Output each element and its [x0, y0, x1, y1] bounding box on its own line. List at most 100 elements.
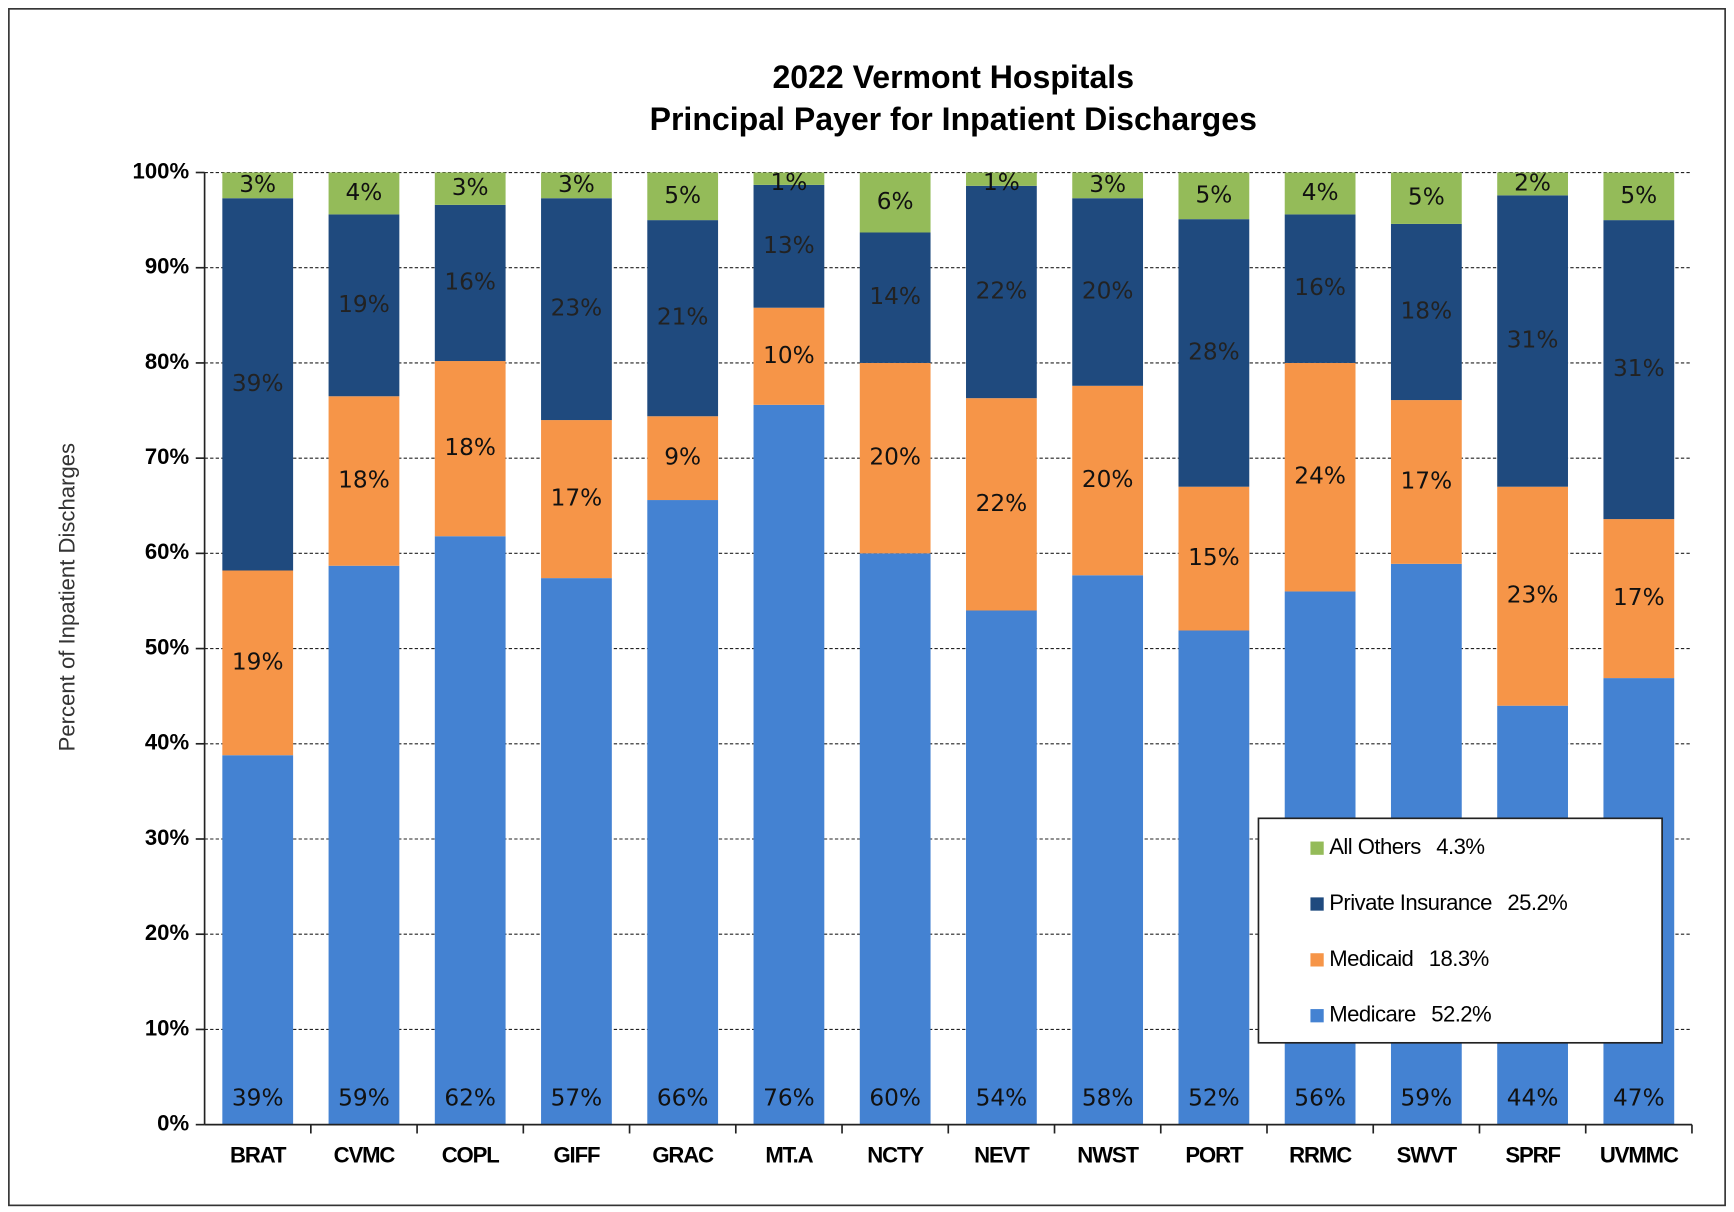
legend-swatch: [1310, 897, 1324, 911]
bar-segment: [1390, 172, 1462, 224]
x-tick-label: SPRF: [1505, 1143, 1560, 1168]
data-label: 10%: [763, 342, 815, 369]
data-label: 39%: [232, 370, 284, 397]
bar-segment: [541, 420, 612, 579]
y-tick-label: 80%: [145, 349, 190, 374]
bar-segment: [647, 220, 719, 417]
bar-segment: [328, 214, 400, 397]
data-label: 31%: [1507, 327, 1559, 354]
data-label: 4%: [346, 179, 383, 206]
data-label: 16%: [1294, 274, 1346, 301]
x-tick-label: NEVT: [974, 1143, 1030, 1168]
data-label: 17%: [551, 485, 603, 512]
bar-segment: [434, 172, 506, 205]
data-label: 5%: [1195, 181, 1232, 208]
data-label: 21%: [657, 304, 709, 331]
bar-segment: [434, 536, 506, 1125]
y-tick-label: 20%: [145, 920, 190, 945]
data-label: 62%: [444, 1085, 496, 1112]
bar-segment: [541, 198, 612, 421]
legend-total: 52.2%: [1431, 1002, 1491, 1027]
data-label: 54%: [976, 1085, 1028, 1112]
y-tick-label: 50%: [145, 634, 190, 659]
legend-name: Medicaid: [1329, 946, 1413, 971]
data-label: 17%: [1401, 467, 1453, 494]
bar-segment: [1603, 220, 1675, 520]
data-label: 1%: [770, 169, 807, 196]
data-label: 5%: [1408, 184, 1445, 211]
data-label: 9%: [664, 444, 701, 471]
legend-swatch: [1310, 1009, 1324, 1023]
data-label: 5%: [664, 182, 701, 209]
bar-segment: [1178, 486, 1250, 631]
bar-segment: [966, 398, 1037, 611]
bar-segment: [222, 198, 294, 571]
data-label: 16%: [444, 268, 496, 295]
data-label: 52%: [1188, 1085, 1240, 1112]
bar-segment: [1390, 223, 1462, 401]
bar-segment: [328, 565, 400, 1125]
data-label: 56%: [1294, 1085, 1346, 1112]
legend-total: 25.2%: [1507, 890, 1567, 915]
y-tick-label: 40%: [145, 730, 190, 755]
y-tick-label: 100%: [133, 158, 190, 183]
x-tick-label: GIFF: [553, 1143, 600, 1168]
y-tick-label: 70%: [145, 444, 190, 469]
bar-segment: [1497, 486, 1568, 706]
x-tick-label: NWST: [1077, 1143, 1139, 1168]
bar-segment: [1072, 198, 1144, 386]
data-label: 57%: [551, 1085, 603, 1112]
bar-segment: [1178, 172, 1250, 220]
data-label: 17%: [1613, 584, 1665, 611]
bar-segment: [859, 553, 931, 1125]
y-tick-label: 0%: [157, 1110, 189, 1135]
data-label: 28%: [1188, 338, 1240, 365]
legend-label: Private Insurance 25.2%: [1329, 890, 1567, 915]
bar-segment: [859, 232, 931, 363]
legend-name: Medicare: [1329, 1002, 1416, 1027]
data-label: 3%: [558, 171, 595, 198]
data-label: 59%: [338, 1085, 390, 1112]
bar-segment: [1072, 385, 1144, 576]
data-label: 5%: [1620, 182, 1657, 209]
y-axis-label: Percent of Inpatient Discharges: [54, 443, 79, 751]
y-tick-label: 90%: [145, 254, 190, 279]
data-label: 24%: [1294, 463, 1346, 490]
x-tick-label: GRAC: [652, 1143, 714, 1168]
data-label: 23%: [551, 295, 603, 322]
data-label: 39%: [232, 1085, 284, 1112]
bar-segment: [1603, 519, 1675, 679]
legend-name: Private Insurance: [1329, 890, 1492, 915]
chart-subtitle: Principal Payer for Inpatient Discharges: [650, 101, 1257, 137]
data-label: 23%: [1507, 582, 1559, 609]
data-label: 2%: [1514, 169, 1551, 196]
x-tick-label: MT.A: [765, 1143, 813, 1168]
bar-segment: [1284, 172, 1356, 215]
data-label: 60%: [869, 1085, 921, 1112]
bar-segment: [541, 172, 612, 199]
data-label: 47%: [1613, 1085, 1665, 1112]
legend-name: All Others: [1329, 834, 1421, 859]
bar-segment: [859, 172, 931, 233]
legend-label: All Others 4.3%: [1329, 834, 1484, 859]
data-label: 76%: [763, 1085, 815, 1112]
data-label: 6%: [877, 188, 914, 215]
data-label: 15%: [1188, 544, 1240, 571]
legend-swatch: [1310, 841, 1324, 855]
bar-segment: [1497, 195, 1568, 487]
bar-segment: [222, 570, 294, 756]
legend-box: [1257, 817, 1663, 1044]
bar-segment: [1284, 362, 1356, 592]
data-label: 22%: [976, 490, 1028, 517]
bar-segment: [1390, 400, 1462, 564]
data-label: 3%: [452, 174, 489, 201]
x-tick-label: BRAT: [230, 1143, 287, 1168]
x-tick-label: UVMMC: [1600, 1143, 1679, 1168]
data-label: 44%: [1507, 1085, 1559, 1112]
data-label: 20%: [1082, 466, 1134, 493]
bar-segment: [1284, 214, 1356, 363]
bar-segment: [434, 204, 506, 362]
bar-segment: [647, 500, 719, 1125]
